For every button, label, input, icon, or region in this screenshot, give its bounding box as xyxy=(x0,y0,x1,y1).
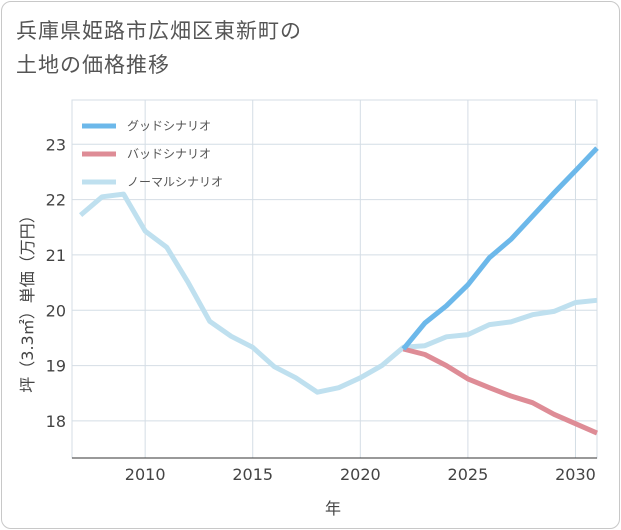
x-tick-label: 2030 xyxy=(555,465,596,484)
y-tick-label: 18 xyxy=(46,412,66,431)
legend-label-normal: ノーマルシナリオ xyxy=(127,175,223,189)
grid xyxy=(71,99,598,459)
y-tick-label: 21 xyxy=(46,246,66,265)
x-tick-label: 2020 xyxy=(340,465,381,484)
series-line-normal xyxy=(78,191,598,395)
title-line-2: 土地の価格推移 xyxy=(16,53,170,77)
y-tick-label: 22 xyxy=(46,191,66,210)
x-tick-label: 2010 xyxy=(125,465,166,484)
x-tick-label: 2025 xyxy=(448,465,489,484)
x-tick-label: 2015 xyxy=(232,465,273,484)
legend-label-good: グッドシナリオ xyxy=(127,119,211,133)
series-line-good xyxy=(401,146,599,351)
y-tick-label: 23 xyxy=(46,135,66,154)
legend-label-bad: バッドシナリオ xyxy=(127,147,211,161)
y-tick-label: 20 xyxy=(46,301,66,320)
x-axis-title: 年 xyxy=(325,499,341,518)
series-lines xyxy=(78,146,599,436)
y-axis-title: 坪（3.3㎡）単価（万円） xyxy=(18,207,37,392)
axis-ticks: 2010 2015 2020 2025 2030 18 19 20 21 22 23 xyxy=(46,135,596,484)
title-line-1: 兵庫県姫路市広畑区東新町の xyxy=(16,19,302,43)
series-line-bad xyxy=(402,346,599,436)
page-title: 兵庫県姫路市広畑区東新町の 土地の価格推移 xyxy=(16,14,302,82)
y-tick-label: 19 xyxy=(46,357,66,376)
